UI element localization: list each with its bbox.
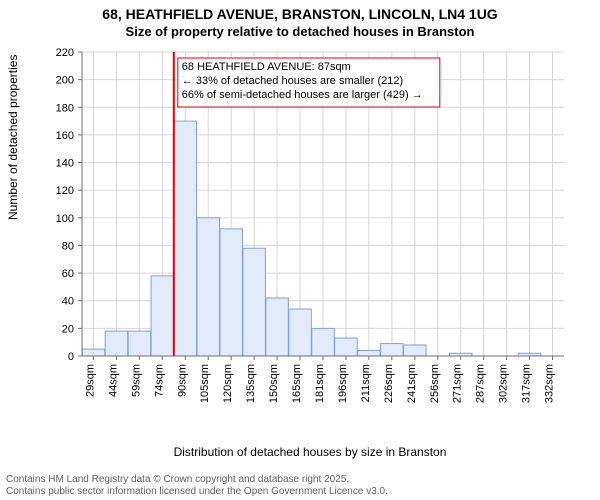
y-tick-label: 80 <box>62 240 74 252</box>
callout-header: 68 HEATHFIELD AVENUE: 87sqm <box>182 61 351 73</box>
histogram-bar <box>289 309 311 356</box>
histogram-bar <box>220 229 242 356</box>
histogram-bar <box>105 331 127 356</box>
x-tick-label: 74sqm <box>153 364 165 397</box>
footer-line-2: Contains public sector information licen… <box>6 486 388 498</box>
x-tick-label: 302sqm <box>498 364 510 403</box>
y-tick-label: 0 <box>68 351 74 363</box>
x-tick-label: 226sqm <box>383 364 395 403</box>
x-tick-label: 105sqm <box>199 364 211 403</box>
histogram-bar <box>151 276 173 356</box>
histogram-bar <box>128 331 150 356</box>
histogram-bar <box>358 350 380 356</box>
plot-area: 0 20 40 60 80 100 120 140 160 180 200 220 29sqm 44sqm… <box>50 46 570 396</box>
y-tick-label: 20 <box>62 323 74 335</box>
callout-line-2: 66% of semi-detached houses are larger (… <box>182 89 423 101</box>
x-tick-label: 165sqm <box>291 364 303 403</box>
histogram-bar <box>335 338 357 356</box>
x-tick-label: 241sqm <box>406 364 418 403</box>
x-tick-label: 181sqm <box>314 364 326 403</box>
chart-container: 68, HEATHFIELD AVENUE, BRANSTON, LINCOLN… <box>0 0 600 500</box>
x-tick-label: 135sqm <box>245 364 257 403</box>
footer-line-1: Contains HM Land Registry data © Crown c… <box>6 474 388 486</box>
y-tick-label: 120 <box>56 185 74 197</box>
histogram-bar <box>266 298 288 356</box>
title-line-1: 68, HEATHFIELD AVENUE, BRANSTON, LINCOLN… <box>0 6 600 22</box>
histogram-bar <box>381 344 403 356</box>
x-tick-label: 287sqm <box>475 364 487 403</box>
y-axis-label: Number of detached properties <box>6 55 20 220</box>
x-tick-label: 256sqm <box>429 364 441 403</box>
y-tick-label: 140 <box>56 158 74 170</box>
histogram-bar <box>243 248 265 356</box>
x-tick-label: 29sqm <box>84 364 96 397</box>
x-tick-label: 44sqm <box>107 364 119 397</box>
histogram-bar <box>197 218 219 356</box>
x-tick-label: 59sqm <box>130 364 142 397</box>
y-tick-label: 200 <box>56 75 74 87</box>
x-tick-label: 150sqm <box>268 364 280 403</box>
x-tick-label: 332sqm <box>544 364 556 403</box>
y-tick-label: 100 <box>56 213 74 225</box>
histogram-bar <box>404 345 426 356</box>
y-tick-label: 60 <box>62 268 74 280</box>
x-tick-label: 271sqm <box>452 364 464 403</box>
x-tick-label: 196sqm <box>337 364 349 403</box>
histogram-bar <box>174 121 196 356</box>
callout-line-1: ← 33% of detached houses are smaller (21… <box>182 75 403 87</box>
histogram-bar <box>82 349 104 356</box>
y-tick-label: 220 <box>56 47 74 59</box>
x-tick-label: 317sqm <box>521 364 533 403</box>
y-tick-label: 160 <box>56 130 74 142</box>
x-tick-label: 90sqm <box>176 364 188 397</box>
footer-attribution: Contains HM Land Registry data © Crown c… <box>6 474 388 498</box>
x-tick-label: 211sqm <box>360 364 372 402</box>
y-tick-label: 180 <box>56 102 74 114</box>
title-line-2: Size of property relative to detached ho… <box>0 24 600 39</box>
x-axis-label: Distribution of detached houses by size … <box>50 445 570 459</box>
x-tick-label: 120sqm <box>222 364 234 403</box>
y-tick-label: 40 <box>62 296 74 308</box>
histogram-bar <box>312 328 334 356</box>
